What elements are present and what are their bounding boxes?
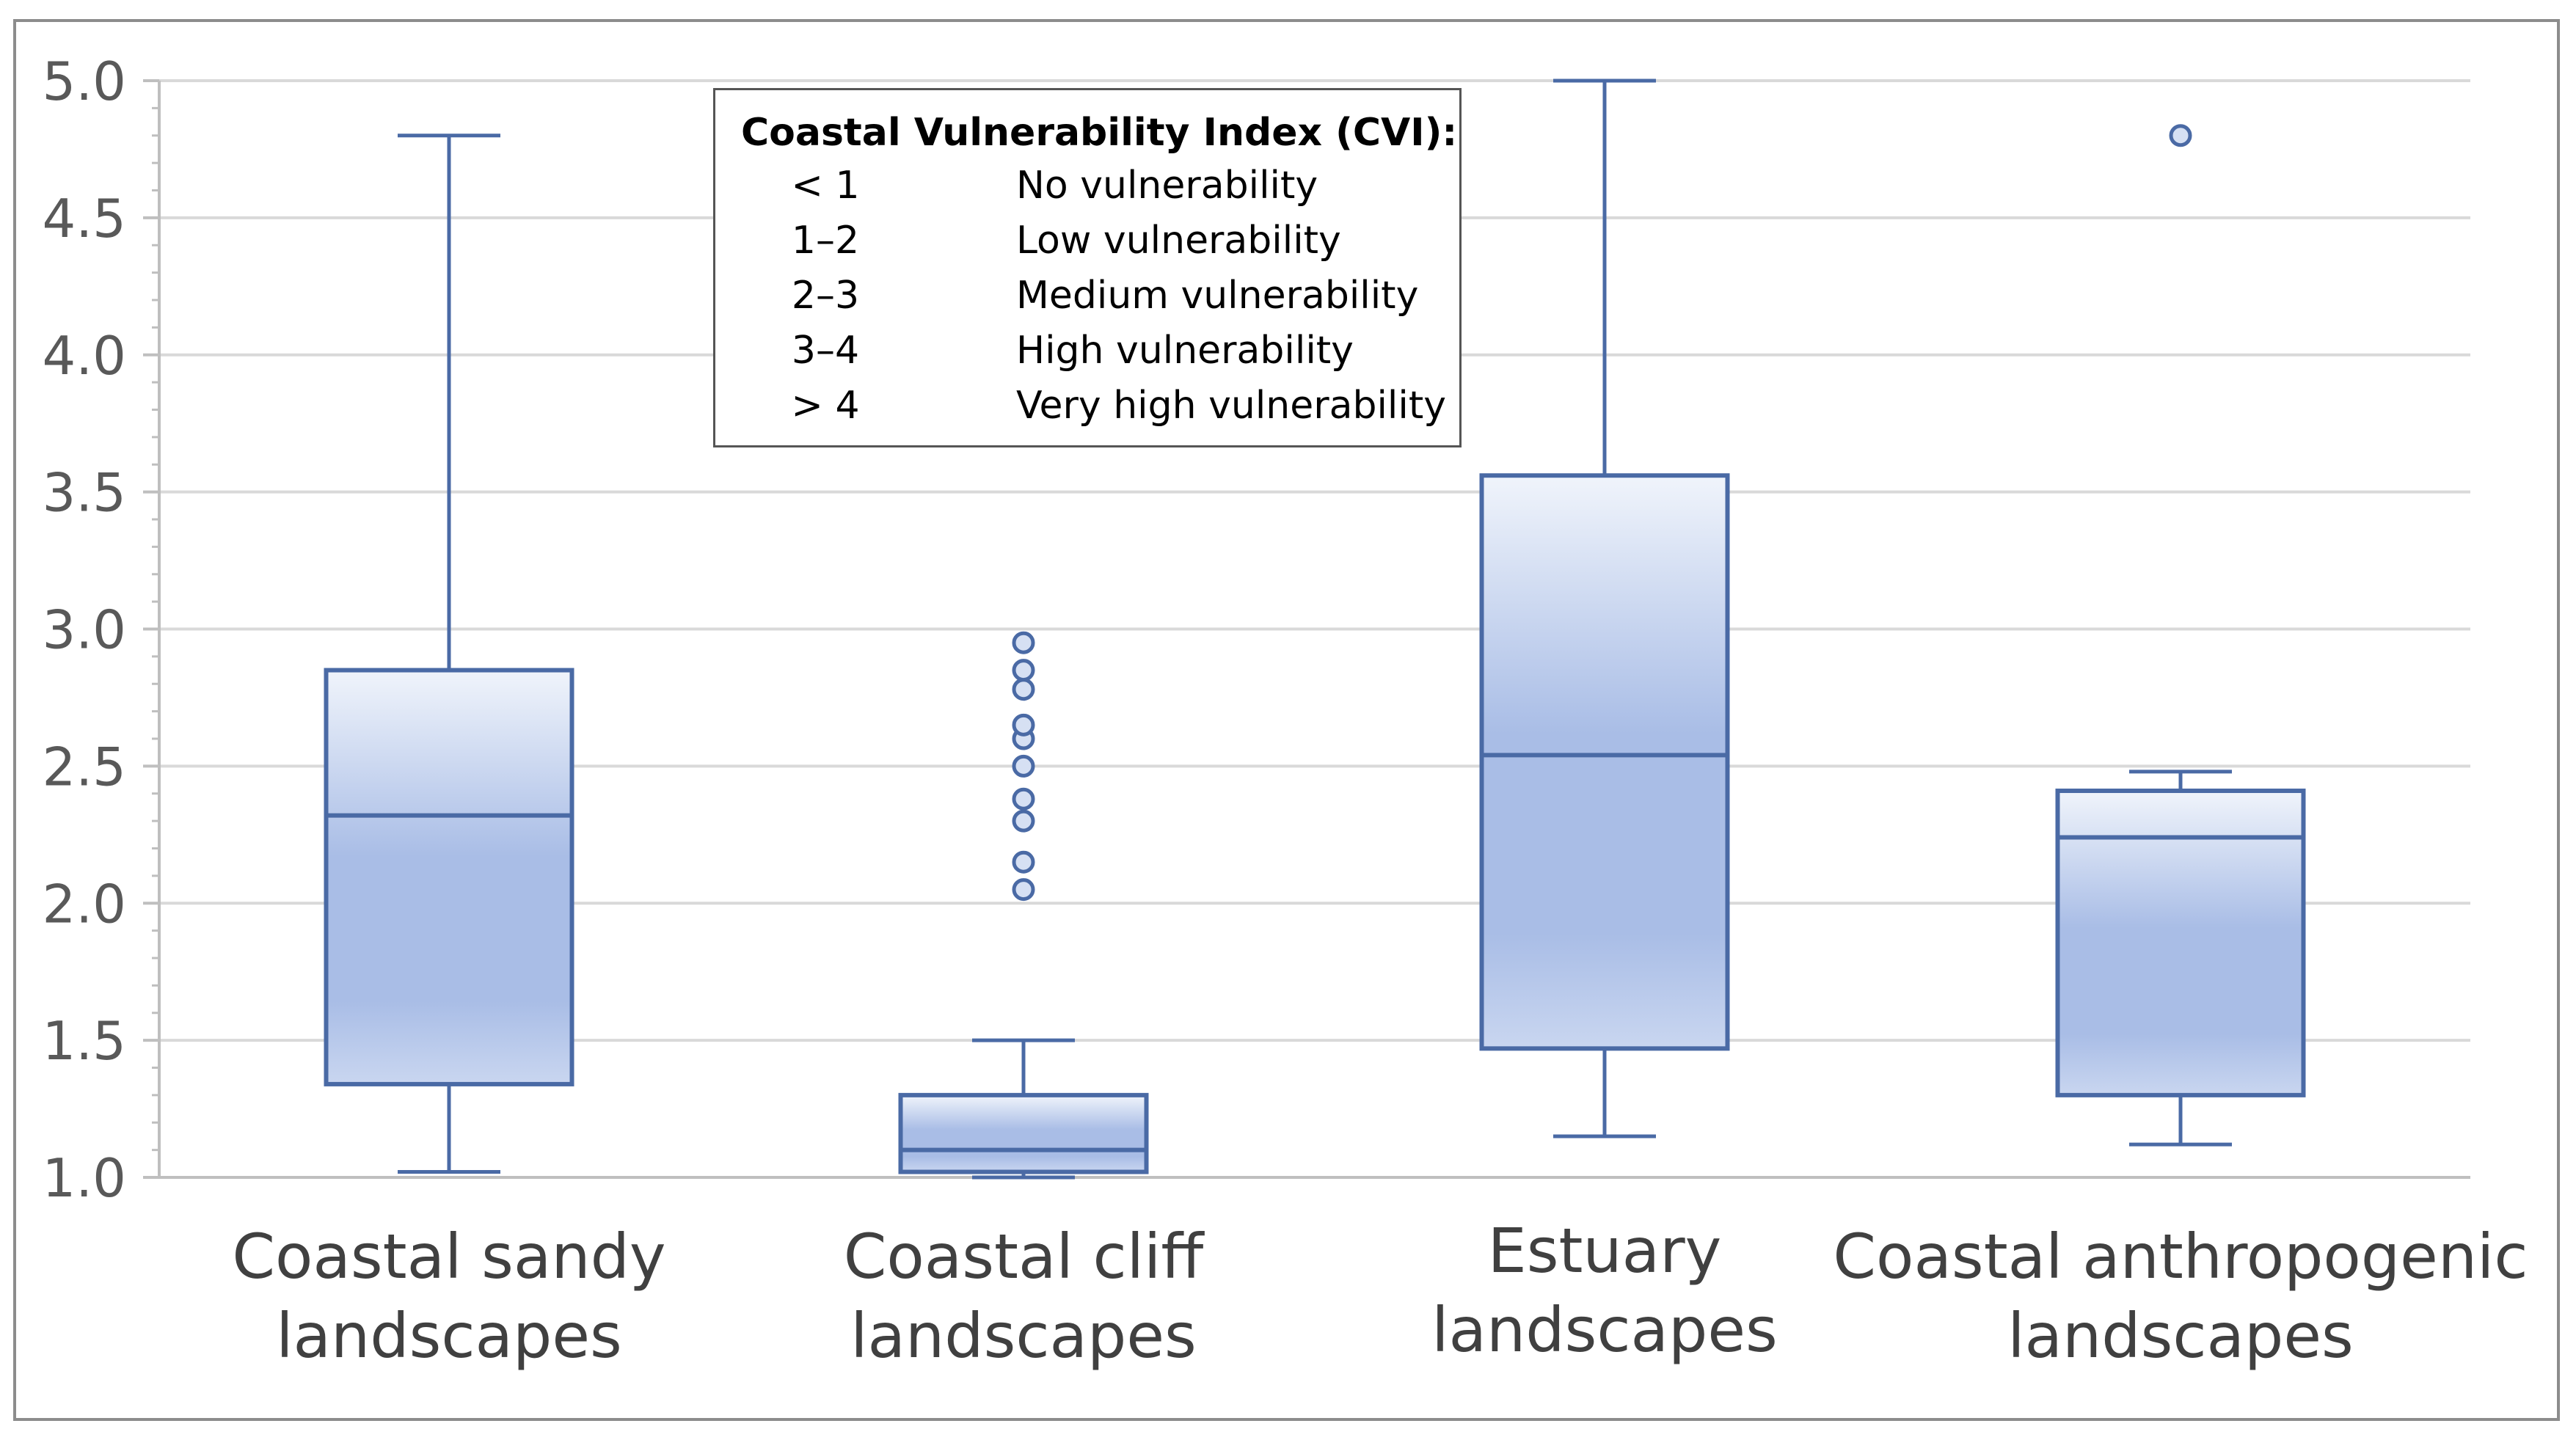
outlier-point [1012, 659, 1035, 682]
legend-row: 2–3 Medium vulnerability [715, 274, 1459, 325]
box-group [2055, 124, 2306, 1147]
y-tick-label: 3.0 [42, 599, 126, 661]
legend-title: Coastal Vulnerability Index (CVI): [741, 111, 1458, 155]
box-group [1479, 78, 1730, 1139]
outlier-point [1012, 754, 1035, 778]
y-tick-label: 1.5 [42, 1010, 126, 1072]
legend-range: < 1 [791, 164, 860, 208]
outlier-point [1012, 850, 1035, 874]
legend-range: 2–3 [791, 274, 860, 318]
category-label: Estuary [1488, 1215, 1722, 1287]
box-series [324, 78, 2306, 1180]
iqr-box [2055, 789, 2306, 1097]
legend-desc: Very high vulnerability [1016, 384, 1446, 428]
iqr-box [1479, 473, 1730, 1051]
legend-row: > 4 Very high vulnerability [715, 384, 1459, 435]
legend-desc: High vulnerability [1016, 329, 1354, 373]
box-group [324, 134, 574, 1174]
y-tick-label: 4.0 [42, 325, 126, 387]
legend-range: 1–2 [791, 219, 860, 263]
category-label: landscapes [1431, 1294, 1778, 1366]
category-label: landscapes [276, 1300, 622, 1372]
category-label: Coastal anthropogenic [1833, 1221, 2528, 1293]
outlier-point [1012, 787, 1035, 811]
iqr-box [324, 668, 574, 1086]
legend-desc: Medium vulnerability [1016, 274, 1419, 318]
outlier-point [1012, 809, 1035, 833]
legend-desc: Low vulnerability [1016, 219, 1341, 263]
y-tick-label: 4.5 [42, 188, 126, 249]
legend-desc: No vulnerability [1016, 164, 1318, 208]
outlier-point [1012, 713, 1035, 737]
legend-row: < 1 No vulnerability [715, 164, 1459, 215]
legend-row: 3–4 High vulnerability [715, 329, 1459, 380]
category-label: landscapes [2007, 1300, 2354, 1372]
category-label: Coastal sandy [232, 1221, 665, 1293]
box-plot-chart: 1.0 1.5 2.0 2.5 3.0 3.5 4.0 4.5 5.0 Coastal sand… [42, 51, 2528, 1372]
legend-row: 1–2 Low vulnerability [715, 219, 1459, 270]
outlier-point [1012, 678, 1035, 701]
y-tick-label: 1.0 [42, 1147, 126, 1209]
category-label: landscapes [850, 1300, 1197, 1372]
outlier-point [2169, 124, 2192, 147]
legend-range: 3–4 [791, 329, 860, 373]
outlier-point [1012, 631, 1035, 654]
category-label: Coastal cliff [844, 1221, 1205, 1293]
y-axis: 1.0 1.5 2.0 2.5 3.0 3.5 4.0 4.5 5.0 [42, 51, 161, 1209]
y-tick-label: 2.5 [42, 736, 126, 797]
y-tick-label: 2.0 [42, 873, 126, 935]
y-tick-label: 3.5 [42, 462, 126, 524]
iqr-box [898, 1092, 1149, 1174]
outlier-point [1012, 878, 1035, 902]
legend-range: > 4 [791, 384, 860, 428]
y-tick-label: 5.0 [42, 51, 126, 112]
chart-frame: 1.0 1.5 2.0 2.5 3.0 3.5 4.0 4.5 5.0 Coastal sand… [13, 19, 2560, 1421]
box-group [898, 631, 1149, 1180]
cvi-legend: Coastal Vulnerability Index (CVI): < 1 N… [713, 88, 1462, 447]
